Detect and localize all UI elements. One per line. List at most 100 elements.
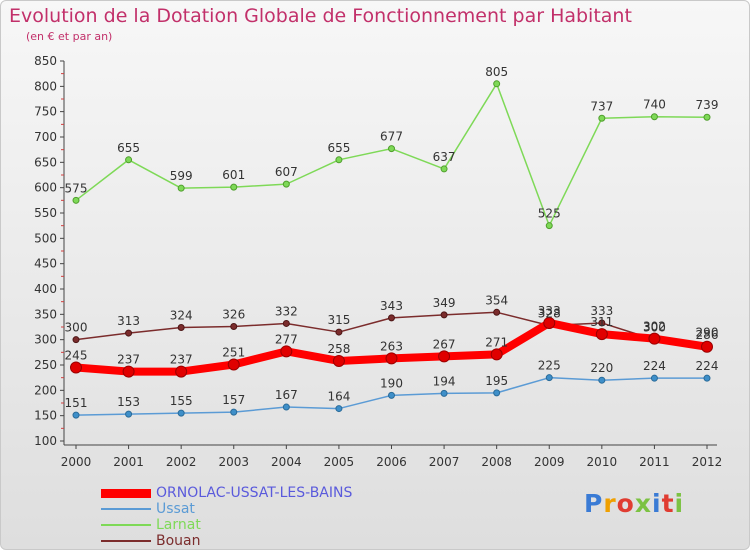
- data-label: 224: [643, 359, 666, 373]
- data-point: [545, 374, 553, 382]
- data-label: 300: [643, 321, 666, 335]
- data-label: 737: [590, 99, 613, 113]
- x-tick-label: 2002: [166, 455, 197, 469]
- data-point: [701, 340, 713, 353]
- x-tick-label: 2012: [692, 455, 723, 469]
- data-point: [388, 145, 395, 153]
- data-label: 332: [275, 304, 298, 318]
- data-point: [440, 165, 448, 173]
- y-tick-label: 350: [34, 307, 57, 321]
- data-label: 286: [696, 328, 719, 342]
- data-point: [230, 183, 238, 191]
- data-label: 739: [696, 98, 719, 112]
- data-label: 225: [538, 359, 561, 373]
- legend-label: Larnat: [156, 517, 201, 533]
- data-label: 237: [170, 353, 193, 367]
- data-point: [335, 156, 343, 164]
- y-tick-label: 300: [34, 333, 57, 347]
- data-point: [280, 345, 293, 358]
- legend-label: Bouan: [156, 533, 201, 549]
- data-point: [440, 311, 448, 319]
- legend-swatch: [101, 508, 151, 510]
- data-label: 220: [590, 361, 613, 375]
- data-point: [493, 389, 501, 397]
- data-label: 300: [65, 321, 88, 335]
- data-point: [125, 329, 133, 337]
- data-point: [545, 222, 553, 230]
- y-tick-label: 850: [34, 54, 57, 68]
- y-tick-label: 500: [34, 231, 57, 245]
- data-label: 251: [222, 345, 245, 359]
- data-label: 194: [433, 374, 456, 388]
- y-tick-label: 700: [34, 130, 57, 144]
- data-point: [385, 352, 398, 365]
- data-point: [388, 391, 395, 399]
- x-tick-label: 2007: [429, 455, 460, 469]
- data-label: 267: [433, 337, 456, 351]
- chart-subtitle: (en € et par an): [26, 30, 113, 43]
- data-label: 258: [327, 342, 350, 356]
- legend-label: ORNOLAC-USSAT-LES-BAINS: [156, 485, 353, 501]
- data-label: 315: [327, 313, 350, 327]
- x-tick-label: 2001: [113, 455, 144, 469]
- data-point: [650, 113, 658, 121]
- data-point: [125, 156, 133, 164]
- data-label: 237: [117, 353, 140, 367]
- data-point: [335, 328, 343, 336]
- data-point: [648, 332, 661, 345]
- data-label: 167: [275, 388, 298, 402]
- data-label: 575: [65, 181, 88, 195]
- y-tick-label: 100: [34, 434, 57, 448]
- y-tick-label: 650: [34, 155, 57, 169]
- data-label: 655: [327, 141, 350, 155]
- data-label: 302: [643, 320, 666, 334]
- data-point: [72, 196, 80, 204]
- data-label: 343: [380, 299, 403, 313]
- x-tick-label: 2008: [481, 455, 512, 469]
- x-tick-label: 2011: [639, 455, 670, 469]
- data-point: [703, 113, 711, 121]
- data-label: 677: [380, 130, 403, 144]
- data-point: [230, 322, 238, 330]
- data-point: [595, 328, 608, 341]
- data-label: 277: [275, 332, 298, 346]
- y-tick-label: 250: [34, 358, 57, 372]
- data-label: 326: [222, 307, 245, 321]
- data-label: 313: [117, 314, 140, 328]
- data-label: 263: [380, 339, 403, 353]
- x-tick-label: 2003: [218, 455, 249, 469]
- chart-title: Evolution de la Dotation Globale de Fonc…: [9, 5, 632, 27]
- data-point: [177, 324, 185, 332]
- data-point: [598, 319, 606, 327]
- y-tick-label: 800: [34, 79, 57, 93]
- y-tick-label: 550: [34, 206, 57, 220]
- data-point: [490, 348, 503, 361]
- data-label: 637: [433, 150, 456, 164]
- data-point: [125, 410, 133, 418]
- data-point: [598, 376, 606, 384]
- data-label: 354: [485, 293, 508, 307]
- data-label: 195: [485, 374, 508, 388]
- data-label: 290: [696, 326, 719, 340]
- data-label: 525: [538, 207, 561, 221]
- data-point: [493, 308, 501, 316]
- data-label: 655: [117, 141, 140, 155]
- data-point: [175, 365, 188, 378]
- legend-swatch: [101, 540, 151, 542]
- x-tick-label: 2004: [271, 455, 302, 469]
- data-label: 599: [170, 169, 193, 183]
- data-label: 740: [643, 98, 666, 112]
- data-label: 155: [170, 394, 193, 408]
- data-point: [72, 411, 80, 419]
- proxiti-logo: Proxiti: [584, 489, 685, 518]
- data-label: 157: [222, 393, 245, 407]
- data-point: [282, 319, 290, 327]
- y-tick-label: 750: [34, 105, 57, 119]
- data-label: 333: [590, 304, 613, 318]
- x-tick-label: 2005: [324, 455, 355, 469]
- data-label: 805: [485, 65, 508, 79]
- x-tick-label: 2000: [61, 455, 92, 469]
- legend-label: Ussat: [156, 501, 195, 517]
